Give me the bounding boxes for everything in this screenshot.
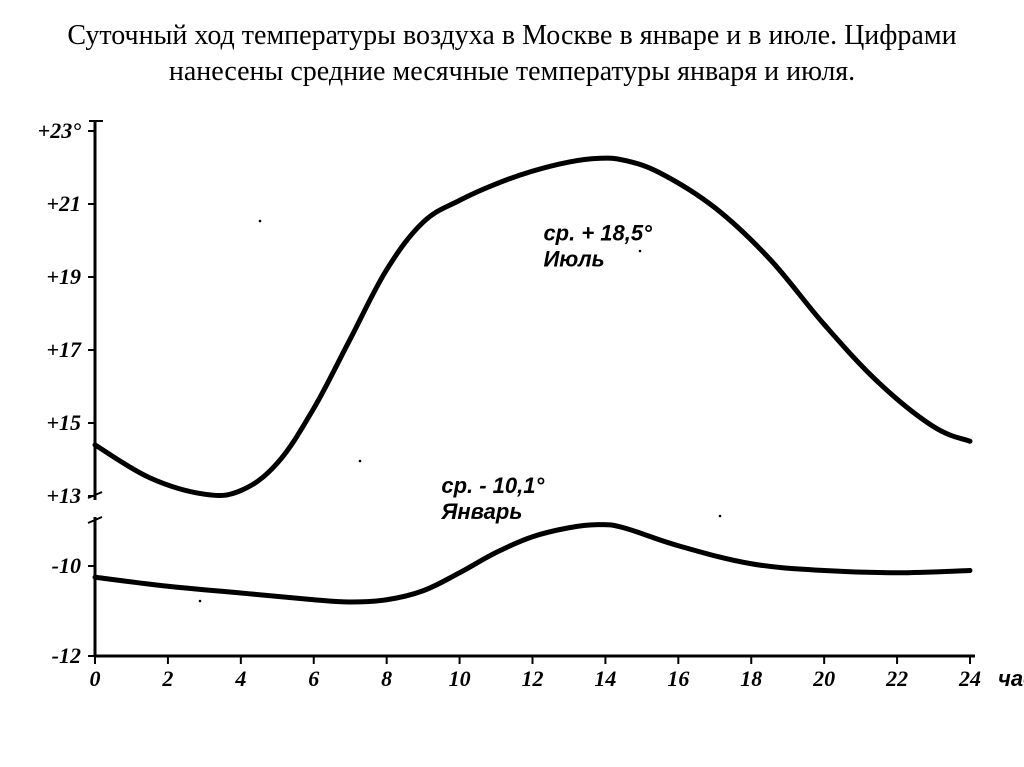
- svg-text:4: 4: [234, 666, 246, 691]
- svg-text:+15: +15: [46, 410, 81, 435]
- svg-text:8: 8: [381, 666, 392, 691]
- svg-text:10: 10: [449, 666, 471, 691]
- svg-text:+19: +19: [46, 264, 81, 289]
- svg-text:2: 2: [161, 666, 173, 691]
- svg-text:+17: +17: [46, 337, 82, 362]
- svg-text:+13: +13: [46, 483, 81, 508]
- svg-text:ср. - 10,1°: ср. - 10,1°: [441, 473, 544, 498]
- svg-text:-12: -12: [52, 643, 81, 668]
- svg-text:ср. + 18,5°: ср. + 18,5°: [543, 220, 652, 245]
- svg-text:6: 6: [308, 666, 319, 691]
- svg-text:14: 14: [594, 666, 616, 691]
- svg-text:-10: -10: [52, 553, 81, 578]
- temperature-chart: +13+15+17+19+21+23°-12-10024681012141618…: [0, 101, 1024, 701]
- svg-text:+21: +21: [46, 191, 81, 216]
- svg-text:20: 20: [812, 666, 835, 691]
- svg-text:Январь: Январь: [440, 499, 522, 524]
- svg-text:24: 24: [958, 666, 981, 691]
- svg-text:18: 18: [740, 666, 762, 691]
- svg-text:12: 12: [522, 666, 544, 691]
- svg-text:0: 0: [90, 666, 101, 691]
- svg-text:Июль: Июль: [543, 246, 604, 271]
- page-title: Суточный ход температуры воздуха в Москв…: [0, 0, 1024, 101]
- svg-text:16: 16: [667, 666, 689, 691]
- svg-text:+23°: +23°: [38, 118, 82, 143]
- svg-text:час.: час.: [998, 666, 1024, 691]
- svg-text:22: 22: [885, 666, 908, 691]
